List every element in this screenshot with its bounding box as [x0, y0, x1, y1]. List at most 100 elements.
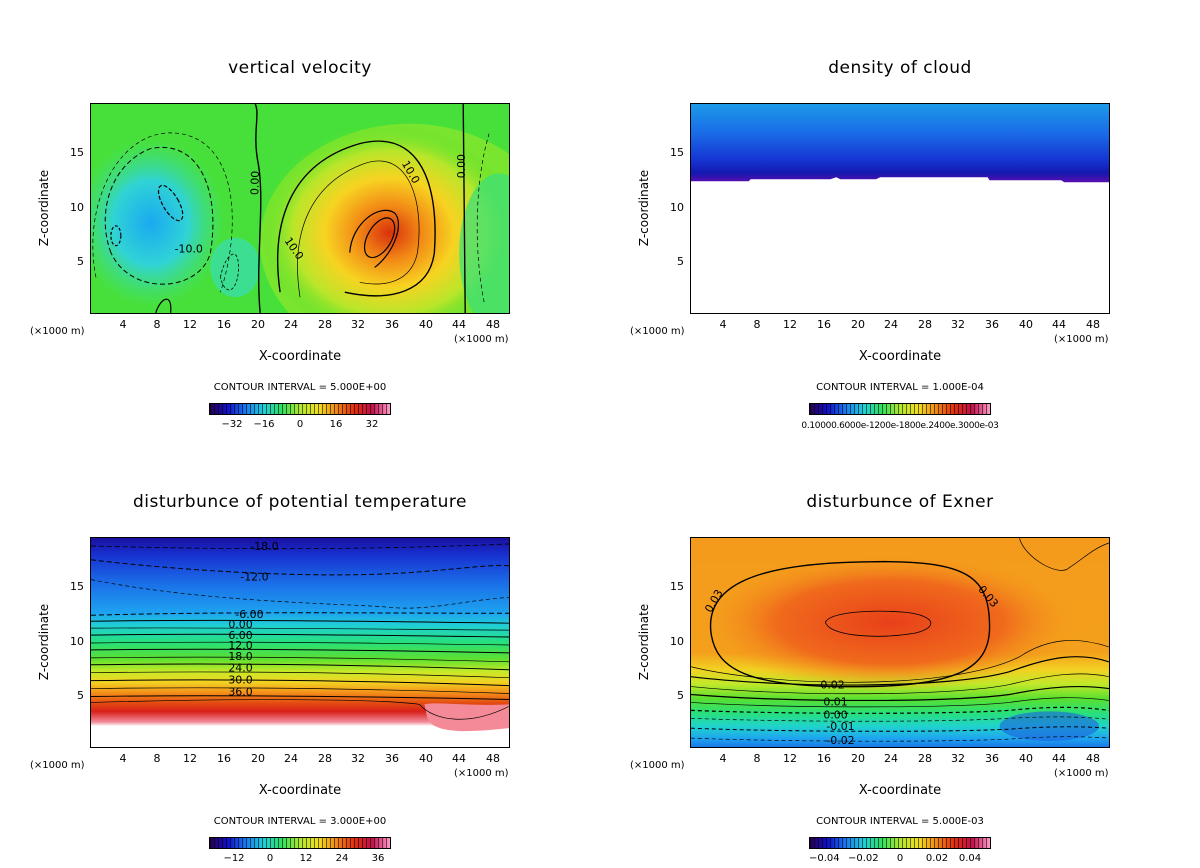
y-tick-5: 5	[77, 689, 84, 702]
colorbar-tick: 0.02	[925, 853, 949, 864]
y-tick-10: 10	[670, 201, 684, 214]
x-tick-32: 32	[351, 752, 365, 765]
contour-label: -12.0	[240, 571, 268, 584]
y-tick-10: 10	[670, 635, 684, 648]
contour-interval: CONTOUR INTERVAL = 3.000E+00	[213, 816, 387, 827]
x-tick-24: 24	[284, 752, 298, 765]
x-tick-12: 12	[783, 318, 797, 331]
x-tick-8: 8	[153, 318, 161, 331]
colorbar	[209, 837, 391, 849]
contour-label: 0.01	[823, 695, 847, 708]
y-tick-15: 15	[670, 146, 684, 159]
x-tick-36: 36	[985, 752, 999, 765]
exner-field: 0.03 0.03 0.02 0.01 0.00 -0.01 -0.02	[691, 538, 1109, 747]
x-tick-48: 48	[486, 752, 500, 765]
x-tick-16: 16	[217, 752, 231, 765]
y-tick-15: 15	[70, 146, 84, 159]
x-axis-label: X-coordinate	[258, 783, 342, 798]
y-tick-15: 15	[70, 580, 84, 593]
x-unit-right: (×1000 m)	[1054, 768, 1109, 779]
colorbar-tick: 0	[896, 853, 904, 864]
x-tick-44: 44	[452, 752, 466, 765]
x-tick-4: 4	[119, 318, 127, 331]
y-axis-label: Z-coordinate	[637, 603, 651, 681]
colorbar-tick: 24	[335, 853, 349, 864]
contour-interval: CONTOUR INTERVAL = 1.000E-04	[816, 382, 984, 393]
x-axis-label: X-coordinate	[258, 349, 342, 364]
y-tick-10: 10	[70, 201, 84, 214]
y-tick-5: 5	[77, 255, 84, 268]
plot-area: 10.0 0.00 0.00 -10.0 10.0	[90, 103, 510, 314]
contour-label: 0.00	[823, 708, 847, 721]
x-unit-left: (×1000 m)	[30, 760, 85, 771]
chart-title: disturbunce of potential temperature	[132, 492, 468, 512]
x-tick-28: 28	[318, 752, 332, 765]
vertical-velocity-field: 10.0 0.00 0.00 -10.0 10.0	[91, 104, 509, 313]
x-tick-44: 44	[1052, 752, 1066, 765]
y-axis-label: Z-coordinate	[637, 169, 651, 247]
panel-vertical-velocity: vertical velocity Z-coordinate 15 10 5	[0, 0, 600, 434]
contour-label: 12.0	[228, 639, 252, 652]
contour-interval: CONTOUR INTERVAL = 5.000E+00	[213, 382, 387, 393]
contour-label: -0.02	[826, 734, 854, 747]
y-axis-label: Z-coordinate	[37, 603, 51, 681]
y-tick-5: 5	[677, 255, 684, 268]
x-axis-label: X-coordinate	[858, 349, 942, 364]
x-tick-12: 12	[183, 752, 197, 765]
cloud-density-field	[691, 104, 1109, 313]
colorbar	[809, 403, 991, 415]
x-tick-4: 4	[719, 318, 727, 331]
panel-potential-temperature: disturbunce of potential temperature Z-c…	[0, 434, 600, 868]
x-tick-4: 4	[119, 752, 127, 765]
plot-area: 0.03 0.03 0.02 0.01 0.00 -0.01 -0.02	[690, 537, 1110, 748]
contour-label: -0.01	[826, 720, 854, 733]
x-tick-28: 28	[918, 752, 932, 765]
x-tick-24: 24	[284, 318, 298, 331]
x-tick-16: 16	[217, 318, 231, 331]
panel-density-of-cloud: density of cloud Z-coordinate 15 10 5 4 …	[600, 0, 1200, 434]
contour-label: 0.02	[820, 679, 844, 692]
x-tick-32: 32	[351, 318, 365, 331]
x-unit-right: (×1000 m)	[454, 334, 509, 345]
x-tick-24: 24	[884, 318, 898, 331]
contour-label: 0.00	[228, 618, 252, 631]
x-tick-20: 20	[251, 318, 265, 331]
x-tick-40: 40	[419, 318, 433, 331]
x-tick-12: 12	[783, 752, 797, 765]
colorbar-ticks: −32 −16 0 16 32	[190, 419, 410, 433]
x-tick-20: 20	[851, 752, 865, 765]
x-tick-16: 16	[817, 752, 831, 765]
x-tick-36: 36	[985, 318, 999, 331]
colorbar-tick: −12	[223, 853, 245, 864]
chart-title: vertical velocity	[228, 58, 372, 78]
y-tick-10: 10	[70, 635, 84, 648]
contour-label: 6.00	[228, 629, 252, 642]
x-axis-label: X-coordinate	[858, 783, 942, 798]
colorbar-tick: 0	[296, 419, 304, 430]
x-tick-28: 28	[318, 318, 332, 331]
colorbar-tick: −0.02	[848, 853, 879, 864]
colorbar	[809, 837, 991, 849]
x-tick-12: 12	[183, 318, 197, 331]
x-unit-left: (×1000 m)	[630, 326, 685, 337]
colorbar-ticks: −0.04 −0.02 0 0.02 0.04	[790, 853, 1010, 867]
colorbar-tick: 0.04	[958, 853, 982, 864]
x-tick-8: 8	[753, 318, 761, 331]
x-tick-36: 36	[385, 318, 399, 331]
contour-label: 36.0	[228, 686, 252, 699]
x-tick-44: 44	[1052, 318, 1066, 331]
x-tick-8: 8	[153, 752, 161, 765]
colorbar-tick: −32	[221, 419, 243, 430]
contour-label: 24.0	[228, 662, 252, 675]
colorbar-tick-labels: 0.10000.6000e-1200e-1800e.2400e.3000e-03	[801, 421, 999, 431]
x-tick-32: 32	[951, 752, 965, 765]
x-tick-32: 32	[951, 318, 965, 331]
x-tick-40: 40	[1019, 318, 1033, 331]
colorbar-ticks: −12 0 12 24 36	[190, 853, 410, 867]
x-tick-20: 20	[251, 752, 265, 765]
x-tick-40: 40	[1019, 752, 1033, 765]
y-tick-15: 15	[670, 580, 684, 593]
potential-temperature-field: -18.0 -12.0 -6.00 0.00 6.00 12.0 18.0 24…	[91, 538, 509, 747]
x-unit-right: (×1000 m)	[1054, 334, 1109, 345]
colorbar-tick: 16	[329, 419, 343, 430]
